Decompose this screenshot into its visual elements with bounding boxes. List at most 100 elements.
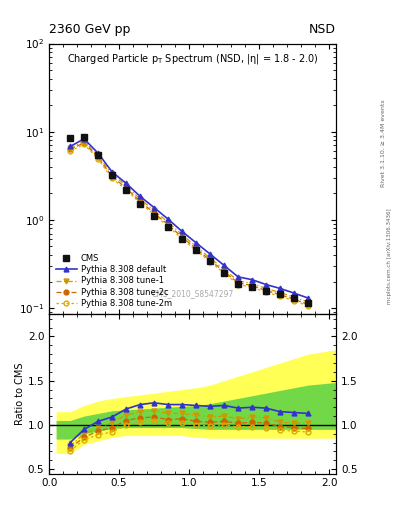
CMS [110,172,114,178]
Pythia 8.308 tune-2m [138,200,142,206]
Text: NSD: NSD [309,23,336,36]
Pythia 8.308 default [82,136,86,142]
Line: CMS: CMS [67,134,311,306]
CMS [138,201,142,207]
Pythia 8.308 tune-2m [68,148,72,154]
Pythia 8.308 tune-2m [264,289,268,295]
Pythia 8.308 tune-2m [306,303,310,309]
Pythia 8.308 tune-1 [264,285,268,291]
CMS [152,213,156,219]
Pythia 8.308 tune-1 [306,299,310,305]
Pythia 8.308 default [110,169,114,175]
Y-axis label: Ratio to CMS: Ratio to CMS [15,362,25,425]
CMS [82,134,86,140]
Line: Pythia 8.308 default: Pythia 8.308 default [68,136,310,301]
CMS [236,281,241,287]
Legend: CMS, Pythia 8.308 default, Pythia 8.308 tune-1, Pythia 8.308 tune-2c, Pythia 8.3: CMS, Pythia 8.308 default, Pythia 8.308 … [53,252,174,310]
Pythia 8.308 tune-1 [82,138,86,144]
Pythia 8.308 default [208,251,213,257]
Text: CMS_2010_S8547297: CMS_2010_S8547297 [151,289,234,298]
Pythia 8.308 tune-2m [236,282,241,288]
Pythia 8.308 tune-2m [166,223,171,229]
Pythia 8.308 default [138,193,142,199]
Pythia 8.308 default [250,276,254,283]
Pythia 8.308 tune-2c [180,234,184,240]
Pythia 8.308 tune-2m [180,236,184,242]
Pythia 8.308 default [278,285,283,291]
Pythia 8.308 default [222,262,226,268]
CMS [68,135,72,141]
Pythia 8.308 tune-1 [96,153,101,159]
Pythia 8.308 tune-1 [110,171,114,177]
Pythia 8.308 tune-2c [292,296,296,302]
Pythia 8.308 tune-1 [152,207,156,214]
Pythia 8.308 default [124,180,129,186]
Pythia 8.308 tune-1 [236,278,241,284]
CMS [222,270,226,276]
CMS [250,284,254,290]
Pythia 8.308 tune-1 [250,281,254,287]
Pythia 8.308 default [152,204,156,210]
Pythia 8.308 tune-2m [250,284,254,290]
Pythia 8.308 tune-2c [250,283,254,289]
Pythia 8.308 tune-2c [110,174,114,180]
Pythia 8.308 tune-2c [138,198,142,204]
Pythia 8.308 tune-2c [166,222,171,228]
Pythia 8.308 tune-2c [236,280,241,286]
CMS [306,300,310,306]
Pythia 8.308 tune-2c [208,257,213,263]
Pythia 8.308 tune-2c [152,210,156,216]
Pythia 8.308 tune-1 [68,145,72,151]
Pythia 8.308 tune-1 [292,294,296,300]
Pythia 8.308 tune-1 [124,182,129,188]
CMS [96,152,101,158]
CMS [166,224,171,230]
Pythia 8.308 tune-2m [152,211,156,218]
Pythia 8.308 default [236,274,241,280]
CMS [194,247,198,253]
Text: Rivet 3.1.10, ≥ 3.4M events: Rivet 3.1.10, ≥ 3.4M events [381,99,386,187]
CMS [208,258,213,264]
Text: mcplots.cern.ch [arXiv:1306.3436]: mcplots.cern.ch [arXiv:1306.3436] [387,208,391,304]
CMS [264,288,268,294]
CMS [180,237,184,243]
Pythia 8.308 tune-2c [96,155,101,161]
Pythia 8.308 tune-2m [222,270,226,276]
Pythia 8.308 tune-2c [194,246,198,252]
Pythia 8.308 tune-2m [292,297,296,304]
Pythia 8.308 tune-2c [264,288,268,294]
Pythia 8.308 default [264,282,268,288]
Pythia 8.308 tune-1 [208,255,213,261]
Text: Charged Particle $\mathregular{p_T}$ Spectrum (NSD, $\mathregular{|\eta|}$ = 1.8: Charged Particle $\mathregular{p_T}$ Spe… [67,52,318,66]
CMS [278,291,283,297]
Pythia 8.308 tune-1 [222,266,226,272]
Pythia 8.308 tune-2m [208,259,213,265]
Pythia 8.308 tune-2c [278,292,283,298]
Pythia 8.308 default [180,228,184,234]
Pythia 8.308 default [292,290,296,296]
Pythia 8.308 tune-2c [124,185,129,191]
Pythia 8.308 tune-2m [110,176,114,182]
Pythia 8.308 tune-2m [194,247,198,253]
Pythia 8.308 tune-2m [278,293,283,300]
Pythia 8.308 default [194,240,198,246]
Pythia 8.308 tune-2c [82,140,86,146]
Pythia 8.308 default [166,216,171,222]
CMS [292,295,296,301]
Pythia 8.308 default [96,150,101,156]
Pythia 8.308 tune-1 [194,243,198,249]
Line: Pythia 8.308 tune-1: Pythia 8.308 tune-1 [68,139,310,305]
Pythia 8.308 tune-1 [138,196,142,202]
Pythia 8.308 default [306,295,310,301]
Pythia 8.308 tune-1 [180,231,184,238]
Pythia 8.308 tune-1 [166,219,171,225]
Pythia 8.308 tune-2c [68,146,72,153]
Text: 2360 GeV pp: 2360 GeV pp [49,23,130,36]
Pythia 8.308 tune-2m [124,187,129,193]
CMS [124,187,129,193]
Line: Pythia 8.308 tune-2m: Pythia 8.308 tune-2m [68,142,310,308]
Pythia 8.308 tune-1 [278,289,283,295]
Line: Pythia 8.308 tune-2c: Pythia 8.308 tune-2c [68,140,310,307]
Pythia 8.308 tune-2m [82,141,86,147]
Pythia 8.308 tune-2c [222,268,226,274]
